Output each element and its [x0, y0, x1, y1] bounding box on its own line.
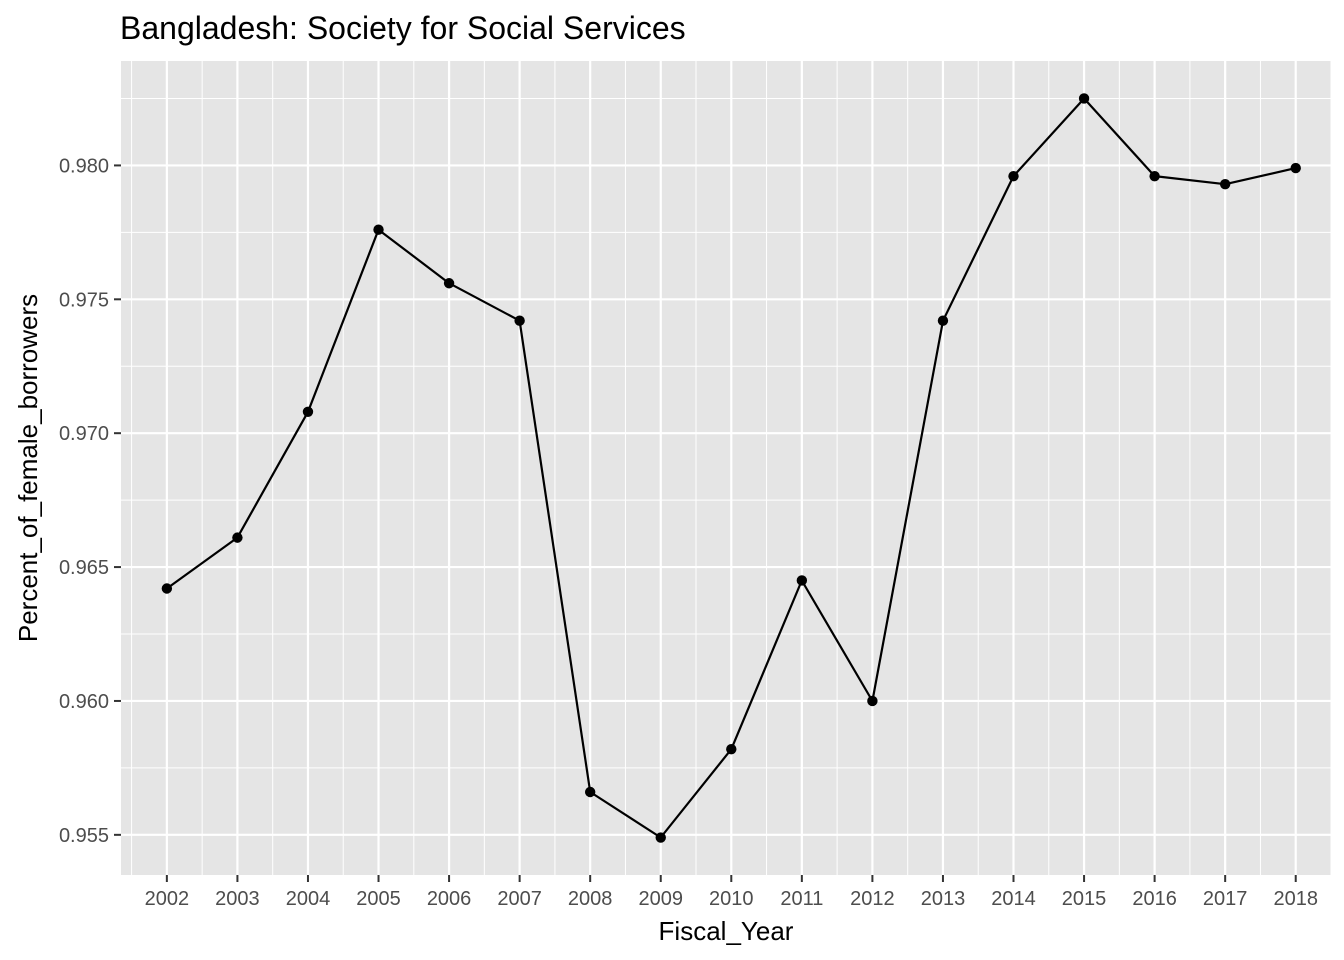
data-point	[796, 575, 808, 586]
data-point	[655, 832, 666, 843]
y-tick-label: 0.970	[59, 423, 109, 445]
y-tick-label: 0.955	[59, 825, 109, 847]
y-tick-label: 0.960	[59, 691, 109, 713]
x-tick-label: 2011	[780, 888, 823, 910]
x-tick-label: 2003	[215, 888, 260, 910]
x-axis: 2002 2003 2004 2005 2006 2007 2008 2009 2010 2011…	[145, 875, 1318, 910]
x-tick-label: 2012	[850, 888, 895, 910]
y-axis-title: Percent_of_female_borrowers	[13, 294, 43, 642]
x-tick-label: 2010	[709, 888, 754, 910]
x-tick-label: 2008	[568, 888, 613, 910]
data-series	[161, 93, 1301, 843]
chart-title: Bangladesh: Society for Social Services	[120, 10, 686, 46]
data-point	[1008, 170, 1019, 182]
data-point	[302, 406, 314, 417]
x-tick-label: 2018	[1273, 888, 1318, 910]
data-point	[1149, 170, 1160, 182]
data-point	[1219, 178, 1231, 190]
grid-minor	[121, 61, 1332, 875]
data-point	[1290, 162, 1301, 174]
x-tick-label: 2005	[356, 888, 401, 910]
grid-major	[121, 61, 1331, 875]
plot-panel	[121, 61, 1331, 875]
data-point	[937, 315, 949, 326]
y-axis: 0.955 0.960 0.965 0.970 0.975 0.980	[59, 155, 121, 847]
x-tick-label: 2015	[1062, 888, 1107, 910]
data-point	[443, 278, 455, 289]
x-tick-label: 2007	[497, 888, 542, 910]
data-point	[867, 695, 878, 707]
data-point	[584, 786, 596, 798]
data-point	[232, 532, 243, 543]
x-tick-label: 2013	[921, 888, 966, 910]
y-tick-label: 0.965	[59, 557, 109, 579]
x-tick-label: 2009	[638, 888, 683, 910]
x-tick-label: 2014	[991, 888, 1036, 910]
data-point	[514, 315, 525, 326]
x-tick-label: 2006	[427, 888, 472, 910]
data-point	[1078, 93, 1090, 104]
y-tick-label: 0.975	[59, 289, 109, 311]
x-axis-title: Fiscal_Year	[659, 916, 794, 946]
x-tick-label: 2004	[286, 888, 331, 910]
x-tick-label: 2017	[1203, 888, 1248, 910]
x-tick-label: 2002	[145, 888, 190, 910]
x-tick-label: 2016	[1132, 888, 1177, 910]
y-tick-label: 0.980	[59, 155, 109, 177]
data-point	[726, 743, 737, 755]
data-point	[373, 224, 384, 235]
data-point	[161, 583, 173, 594]
